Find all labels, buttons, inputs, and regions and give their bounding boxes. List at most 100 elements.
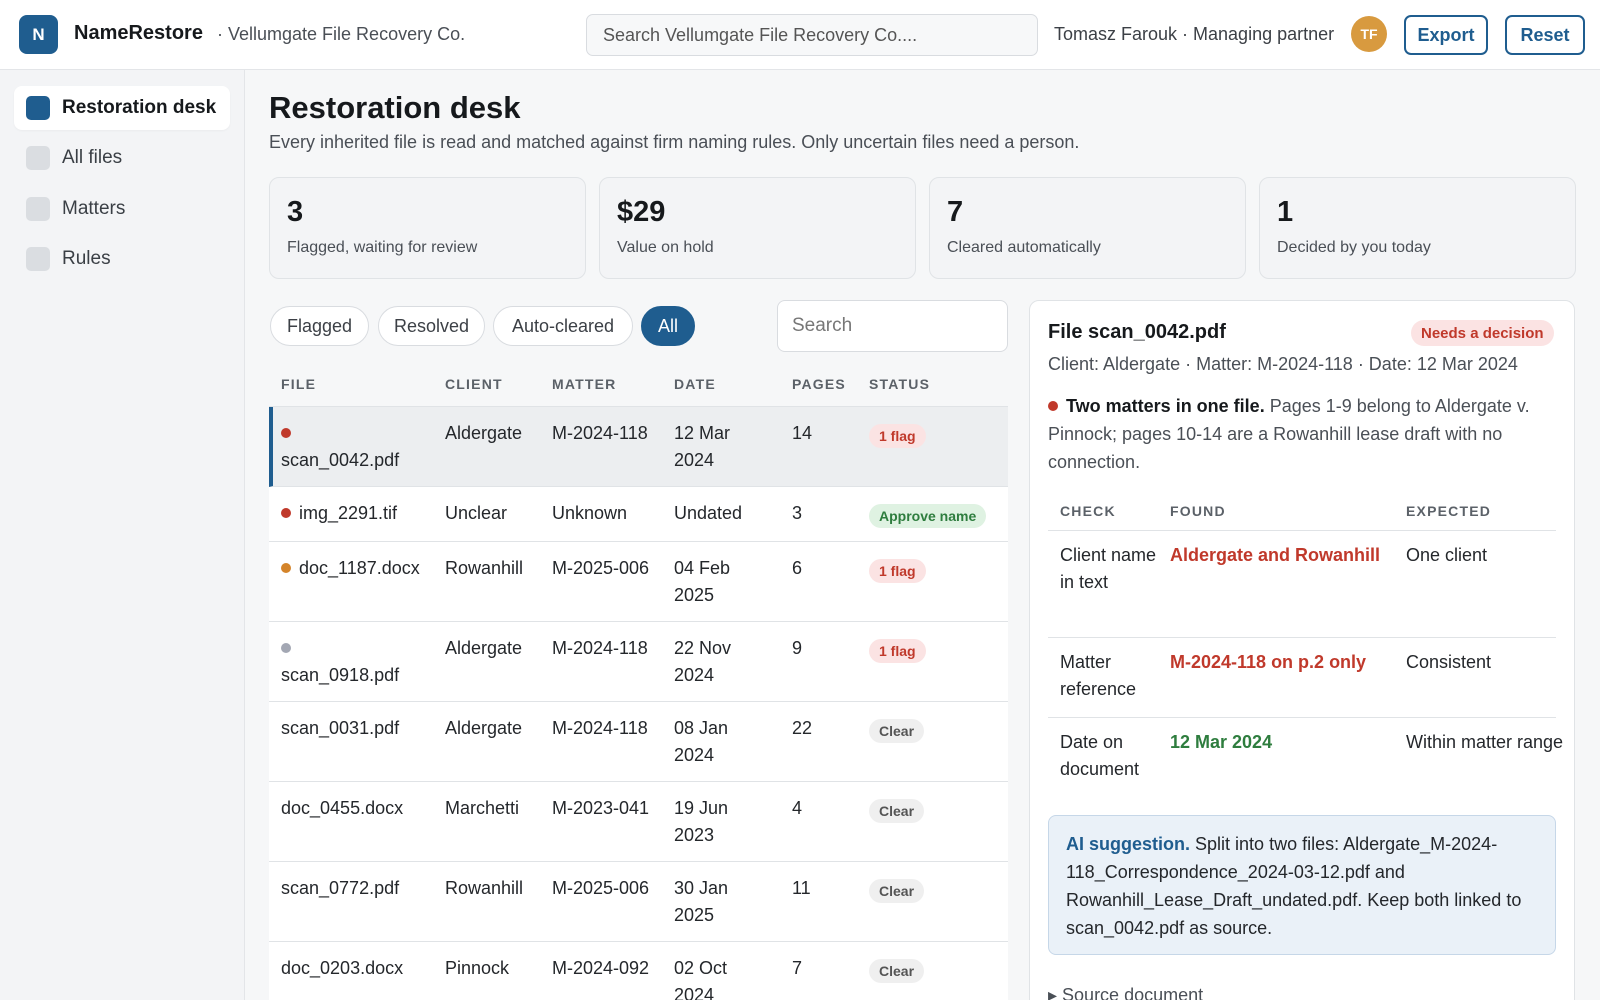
check-row: Client name in text Aldergate and Rowanh… <box>1048 531 1556 638</box>
matter-cell: Unknown <box>552 503 628 523</box>
sidebar-item-matters[interactable]: Matters <box>14 187 230 231</box>
table-row[interactable]: img_2291.tif Unclear Unknown Undated 3 A… <box>269 487 1008 542</box>
ai-suggestion-text: Split into two files: Aldergate_M-2024-1… <box>1066 834 1522 938</box>
stat-value: $29 <box>617 196 666 228</box>
status-badge: 1 flag <box>869 559 926 583</box>
date-cell: 02 Oct 2024 <box>674 958 728 1000</box>
source-document-toggle[interactable]: ▸ Source document <box>1048 985 1204 1000</box>
status-dot <box>281 563 291 574</box>
ai-suggestion-box: AI suggestion. Split into two files: Ald… <box>1048 815 1556 955</box>
stat-card-decided: 1 Decided by you today <box>1259 177 1576 279</box>
status-badge: Clear <box>869 719 925 743</box>
table-row[interactable]: scan_0772.pdf Rowanhill M-2025-006 30 Ja… <box>269 862 1008 942</box>
matter-cell: M-2025-006 <box>552 878 650 898</box>
file-search-input[interactable]: Search <box>777 300 1008 352</box>
status-badge: Clear <box>869 879 925 903</box>
matter-cell: M-2025-006 <box>552 558 650 578</box>
avatar[interactable]: TF <box>1351 16 1387 52</box>
export-button[interactable]: Export <box>1404 15 1488 55</box>
client-cell: Pinnock <box>445 958 510 978</box>
issue-dot-icon <box>1048 401 1058 412</box>
pages-cell: 14 <box>792 423 813 443</box>
file-cell: doc_0203.docx <box>281 958 404 978</box>
file-cell: scan_0031.pdf <box>281 718 400 738</box>
col-header-client[interactable]: CLIENT <box>445 376 503 392</box>
app-name: NameRestore <box>74 22 203 44</box>
filter-chip-all[interactable]: All <box>641 306 695 346</box>
pages-cell: 7 <box>792 958 803 978</box>
col-header-status[interactable]: STATUS <box>869 376 931 392</box>
sidebar-item-restoration-desk[interactable]: Restoration desk <box>14 86 230 130</box>
sidebar-item-label: All files <box>62 147 123 168</box>
reset-button[interactable]: Reset <box>1505 15 1585 55</box>
col-header-matter[interactable]: MATTER <box>552 376 617 392</box>
status-badge: Needs a decision <box>1411 320 1554 346</box>
col-header-date[interactable]: DATE <box>674 376 716 392</box>
table-row[interactable]: scan_0042.pdf Aldergate M-2024-118 12 Ma… <box>269 407 1008 487</box>
table-row[interactable]: doc_1187.docx Rowanhill M-2025-006 04 Fe… <box>269 542 1008 622</box>
app-logo: N <box>19 15 58 54</box>
stat-label: Flagged, waiting for review <box>287 239 478 256</box>
rules-icon <box>26 247 50 271</box>
detail-title: File scan_0042.pdf <box>1048 321 1226 343</box>
matters-icon <box>26 197 50 221</box>
col-header-check: CHECK <box>1060 503 1116 519</box>
file-cell: img_2291.tif <box>281 500 397 527</box>
file-table: FILE CLIENT MATTER DATE PAGES STATUS sca… <box>269 366 1008 1000</box>
stat-card-flagged: 3 Flagged, waiting for review <box>269 177 586 279</box>
matter-cell: M-2024-092 <box>552 958 650 978</box>
stat-label: Decided by you today <box>1277 239 1431 256</box>
sidebar: Restoration desk All files Matters Rules <box>0 70 245 1000</box>
col-header-file[interactable]: FILE <box>281 376 317 392</box>
client-cell: Aldergate <box>445 423 523 443</box>
file-cell: scan_0042.pdf <box>281 420 431 474</box>
checks-table: CHECK FOUND EXPECTED Client name in text… <box>1048 493 1563 798</box>
col-header-found: FOUND <box>1170 503 1226 519</box>
table-row[interactable]: scan_0031.pdf Aldergate M-2024-118 08 Ja… <box>269 702 1008 782</box>
stat-value: 1 <box>1277 196 1294 228</box>
date-cell: Undated <box>674 503 743 523</box>
pages-cell: 6 <box>792 558 803 578</box>
pages-cell: 22 <box>792 718 813 738</box>
client-cell: Unclear <box>445 503 508 523</box>
sidebar-item-label: Matters <box>62 198 126 219</box>
file-cell: scan_0918.pdf <box>281 635 431 689</box>
sidebar-item-all-files[interactable]: All files <box>14 136 230 180</box>
client-cell: Rowanhill <box>445 558 524 578</box>
check-found: 12 Mar 2024 <box>1170 732 1273 752</box>
matter-cell: M-2024-118 <box>552 423 648 443</box>
status-badge: 1 flag <box>869 639 926 663</box>
date-cell: 19 Jun 2023 <box>674 798 729 845</box>
stat-value: 7 <box>947 196 964 228</box>
table-row[interactable]: doc_0203.docx Pinnock M-2024-092 02 Oct … <box>269 942 1008 1000</box>
status-dot <box>281 508 291 519</box>
user-label: Tomasz Farouk · Managing partner <box>1054 24 1335 44</box>
issue-summary: Two matters in one file. Pages 1-9 belon… <box>1048 392 1548 476</box>
stat-card-cleared: 7 Cleared automatically <box>929 177 1246 279</box>
col-header-expected: EXPECTED <box>1406 503 1492 519</box>
matter-cell: M-2024-118 <box>552 638 648 658</box>
check-name: Matter reference <box>1060 652 1137 699</box>
approve-name-button[interactable]: Approve name <box>869 504 987 528</box>
filter-chip-resolved[interactable]: Resolved <box>378 306 485 346</box>
date-cell: 12 Mar 2024 <box>674 423 731 470</box>
status-dot <box>281 428 291 439</box>
table-row[interactable]: scan_0918.pdf Aldergate M-2024-118 22 No… <box>269 622 1008 702</box>
client-cell: Aldergate <box>445 638 523 658</box>
page-subtitle: Every inherited file is read and matched… <box>269 132 1080 152</box>
file-cell: doc_1187.docx <box>281 555 420 582</box>
global-search-input[interactable]: Search Vellumgate File Recovery Co.... <box>586 14 1038 56</box>
filter-chip-auto-cleared[interactable]: Auto-cleared <box>493 306 633 346</box>
filter-chip-flagged[interactable]: Flagged <box>270 306 369 346</box>
issue-text: Pages 1-9 belong to Aldergate v. Pinnock… <box>1048 396 1530 472</box>
issue-title: Two matters in one file. <box>1066 396 1265 416</box>
table-row[interactable]: doc_0455.docx Marchetti M-2023-041 19 Ju… <box>269 782 1008 862</box>
client-cell: Marchetti <box>445 798 520 818</box>
sidebar-item-rules[interactable]: Rules <box>14 237 230 281</box>
sidebar-item-label: Rules <box>62 248 111 269</box>
col-header-pages[interactable]: PAGES <box>792 376 846 392</box>
client-cell: Rowanhill <box>445 878 524 898</box>
file-cell: doc_0455.docx <box>281 798 404 818</box>
pages-cell: 9 <box>792 638 803 658</box>
top-bar: N NameRestore · Vellumgate File Recovery… <box>0 0 1600 70</box>
